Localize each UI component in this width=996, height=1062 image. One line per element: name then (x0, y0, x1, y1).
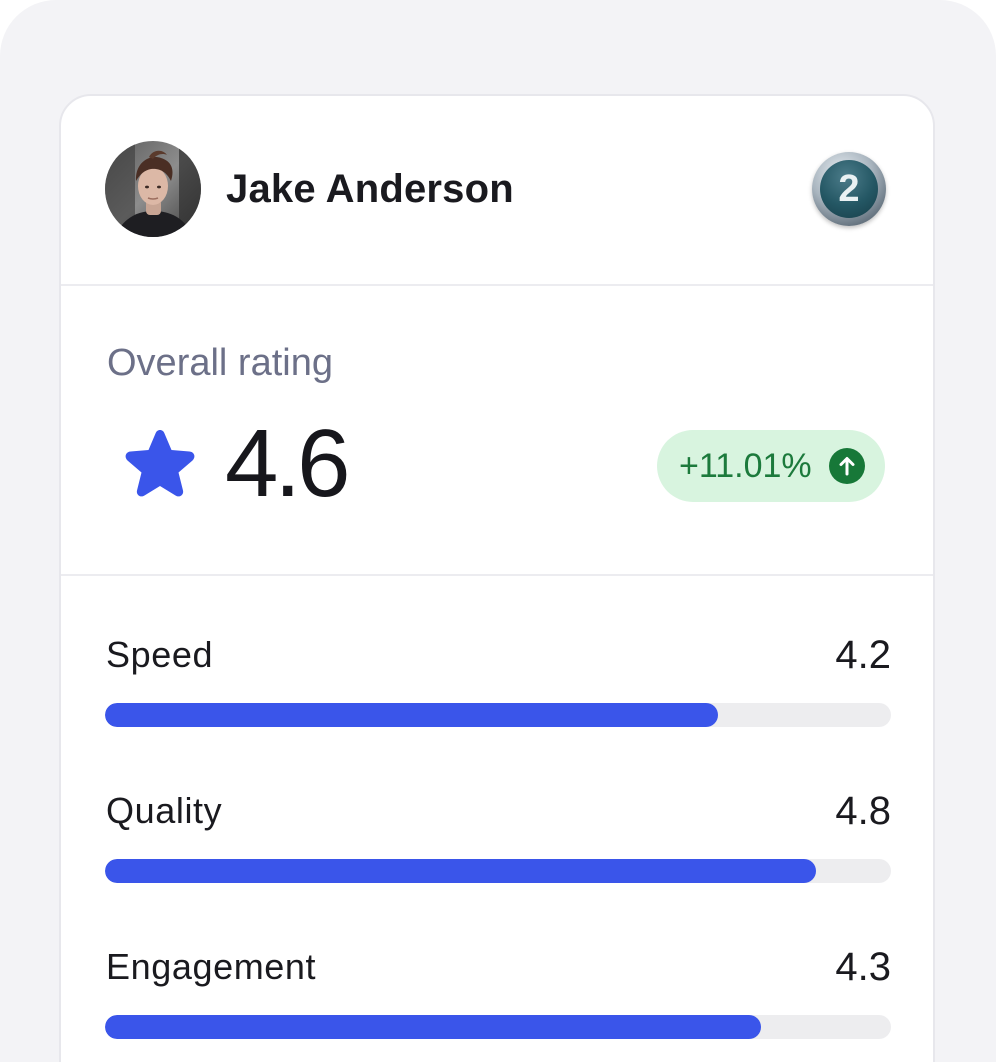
metric-label: Quality (106, 790, 223, 831)
avatar-photo (105, 141, 201, 237)
rating-card: Jake Anderson 2 Overall rating 4.6 +11.0… (59, 94, 935, 1062)
avatar[interactable] (105, 141, 201, 237)
star-icon (125, 430, 195, 497)
metric-progress-fill (105, 859, 817, 883)
metric-speed: Speed 4.2 (105, 628, 891, 728)
metric-progress-track (105, 703, 891, 727)
metric-progress-fill (105, 703, 719, 727)
metric-value: 4.8 (835, 789, 891, 833)
rank-medal-icon: 2 (812, 152, 886, 226)
metric-progress-track (105, 1015, 891, 1039)
metric-quality: Quality 4.8 (105, 784, 891, 884)
overall-rating-section: Overall rating 4.6 +11.01% (61, 286, 933, 576)
metric-label: Engagement (106, 946, 317, 987)
arrow-up-icon (829, 448, 865, 484)
user-name: Jake Anderson (226, 167, 514, 211)
rank-number: 2 (820, 160, 878, 218)
metric-value: 4.3 (835, 945, 891, 989)
metric-engagement: Engagement 4.3 (105, 940, 891, 1040)
metric-value: 4.2 (835, 633, 891, 677)
rating-change-text: +11.01% (679, 447, 812, 485)
metric-progress-track (105, 859, 891, 883)
overall-rating-value: 4.6 (225, 410, 350, 517)
rating-change-badge: +11.01% (657, 430, 885, 502)
metric-label: Speed (106, 634, 214, 675)
metric-progress-fill (105, 1015, 762, 1039)
overall-rating-label: Overall rating (107, 342, 333, 384)
card-header: Jake Anderson 2 (61, 96, 933, 286)
